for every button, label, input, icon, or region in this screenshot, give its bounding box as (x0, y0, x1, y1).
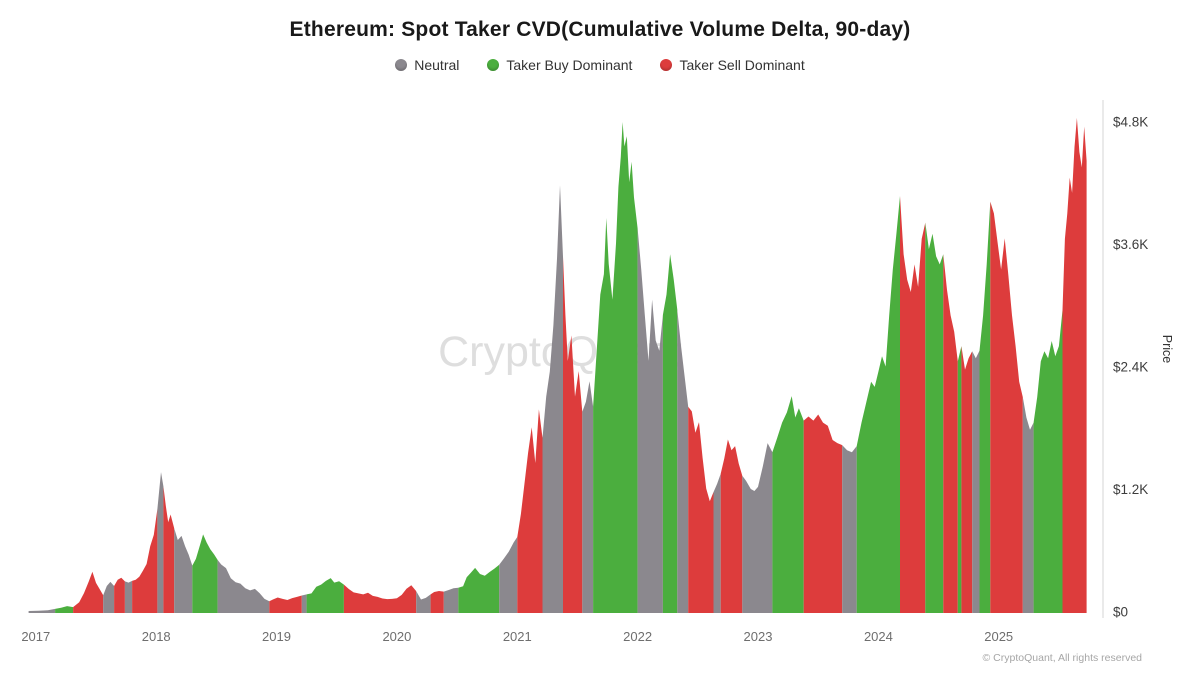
area-segment-neutral (542, 185, 563, 614)
area-segment-neutral (174, 528, 193, 613)
area-segment-taker-buy-dominant (925, 222, 944, 613)
area-segment-taker-sell-dominant (132, 508, 158, 613)
area-segment-taker-buy-dominant (1033, 310, 1063, 613)
area-segment-taker-buy-dominant (662, 254, 678, 613)
y-tick-$0: $0 (1113, 605, 1128, 620)
x-axis-tick-labels: 2017 2018 2019 2020 2021 2022 2023 2024 2025 (21, 629, 1013, 644)
area-segment-taker-sell-dominant (961, 346, 973, 613)
area-segment-taker-sell-dominant (1062, 117, 1087, 614)
area-segment-neutral (124, 580, 133, 613)
legend-dot-icon (487, 59, 500, 71)
area-segment-taker-sell-dominant (430, 591, 444, 613)
area-segment-neutral (1022, 397, 1034, 613)
y-tick-$3.6K: $3.6K (1113, 237, 1148, 252)
x-tick-2020: 2020 (382, 629, 411, 644)
x-tick-2017: 2017 (21, 629, 50, 644)
area-segment-taker-sell-dominant (990, 201, 1023, 613)
area-segment-neutral (416, 591, 431, 613)
area-segment-taker-sell-dominant (563, 256, 583, 613)
area-segment-taker-buy-dominant (979, 201, 991, 613)
area-segment-taker-buy-dominant (192, 534, 218, 613)
y-axis-tick-labels: $0 $1.2K $2.4K $3.6K $4.8K (1113, 115, 1148, 620)
x-tick-2024: 2024 (864, 629, 893, 644)
area-segment-neutral (157, 472, 164, 613)
area-segment-taker-sell-dominant (73, 571, 104, 613)
area-segment-taker-buy-dominant (55, 606, 74, 613)
area-segment-taker-sell-dominant (720, 439, 743, 613)
area-segment-taker-buy-dominant (772, 396, 804, 613)
area-segment-neutral (742, 443, 773, 613)
copyright-notice: © CryptoQuant, All rights reserved (982, 652, 1142, 664)
area-segment-neutral (301, 594, 307, 613)
legend-dot-icon (395, 59, 408, 71)
chart-title: Ethereum: Spot Taker CVD(Cumulative Volu… (289, 18, 911, 41)
area-segment-taker-sell-dominant (803, 414, 843, 613)
x-tick-2025: 2025 (984, 629, 1013, 644)
area-segment-taker-buy-dominant (856, 196, 900, 613)
area-segment-taker-buy-dominant (957, 346, 962, 613)
y-tick-$2.4K: $2.4K (1113, 360, 1148, 375)
x-tick-2021: 2021 (503, 629, 532, 644)
area-segment-neutral (103, 581, 115, 613)
y-tick-$1.2K: $1.2K (1113, 482, 1148, 497)
area-segment-taker-sell-dominant (900, 196, 926, 613)
x-tick-2018: 2018 (142, 629, 171, 644)
area-segment-taker-sell-dominant (114, 577, 125, 613)
area-segment-taker-sell-dominant (517, 409, 543, 613)
legend-label: Taker Sell Dominant (679, 57, 805, 73)
area-segment-taker-buy-dominant (306, 578, 344, 613)
area-segment-neutral (499, 537, 518, 613)
area-segment-neutral (443, 587, 459, 613)
legend-label: Taker Buy Dominant (506, 57, 633, 73)
area-segment-neutral (637, 228, 663, 613)
legend-label: Neutral (414, 57, 460, 73)
area-segment-taker-sell-dominant (943, 254, 958, 613)
legend-item-taker-buy-dominant[interactable]: Taker Buy Dominant (487, 57, 632, 73)
x-tick-2019: 2019 (262, 629, 291, 644)
area-segment-neutral (677, 309, 689, 613)
area-segment-taker-sell-dominant (269, 595, 302, 613)
legend-item-taker-sell-dominant[interactable]: Taker Sell Dominant (660, 57, 805, 73)
area-segment-taker-sell-dominant (163, 486, 175, 613)
area-segment-taker-sell-dominant (688, 406, 714, 613)
area-segment-neutral (217, 559, 270, 613)
area-segment-neutral (582, 381, 594, 613)
legend-dot-icon (660, 59, 673, 71)
area-segment-neutral (972, 350, 980, 613)
x-tick-2023: 2023 (744, 629, 773, 644)
y-tick-$4.8K: $4.8K (1113, 115, 1148, 130)
chart-legend: Neutral Taker Buy Dominant Taker Sell Domi… (0, 57, 1200, 73)
area-segment-neutral (713, 473, 721, 613)
y-axis-title: Price (1160, 335, 1174, 364)
x-tick-2022: 2022 (623, 629, 652, 644)
area-segment-taker-sell-dominant (343, 584, 417, 613)
cvd-colored-area-series[interactable] (28, 117, 1087, 614)
area-segment-neutral (842, 445, 857, 613)
legend-item-neutral[interactable]: Neutral (395, 57, 459, 73)
area-segment-taker-buy-dominant (458, 564, 500, 613)
area-segment-neutral (28, 608, 56, 613)
area-segment-taker-buy-dominant (593, 122, 638, 613)
